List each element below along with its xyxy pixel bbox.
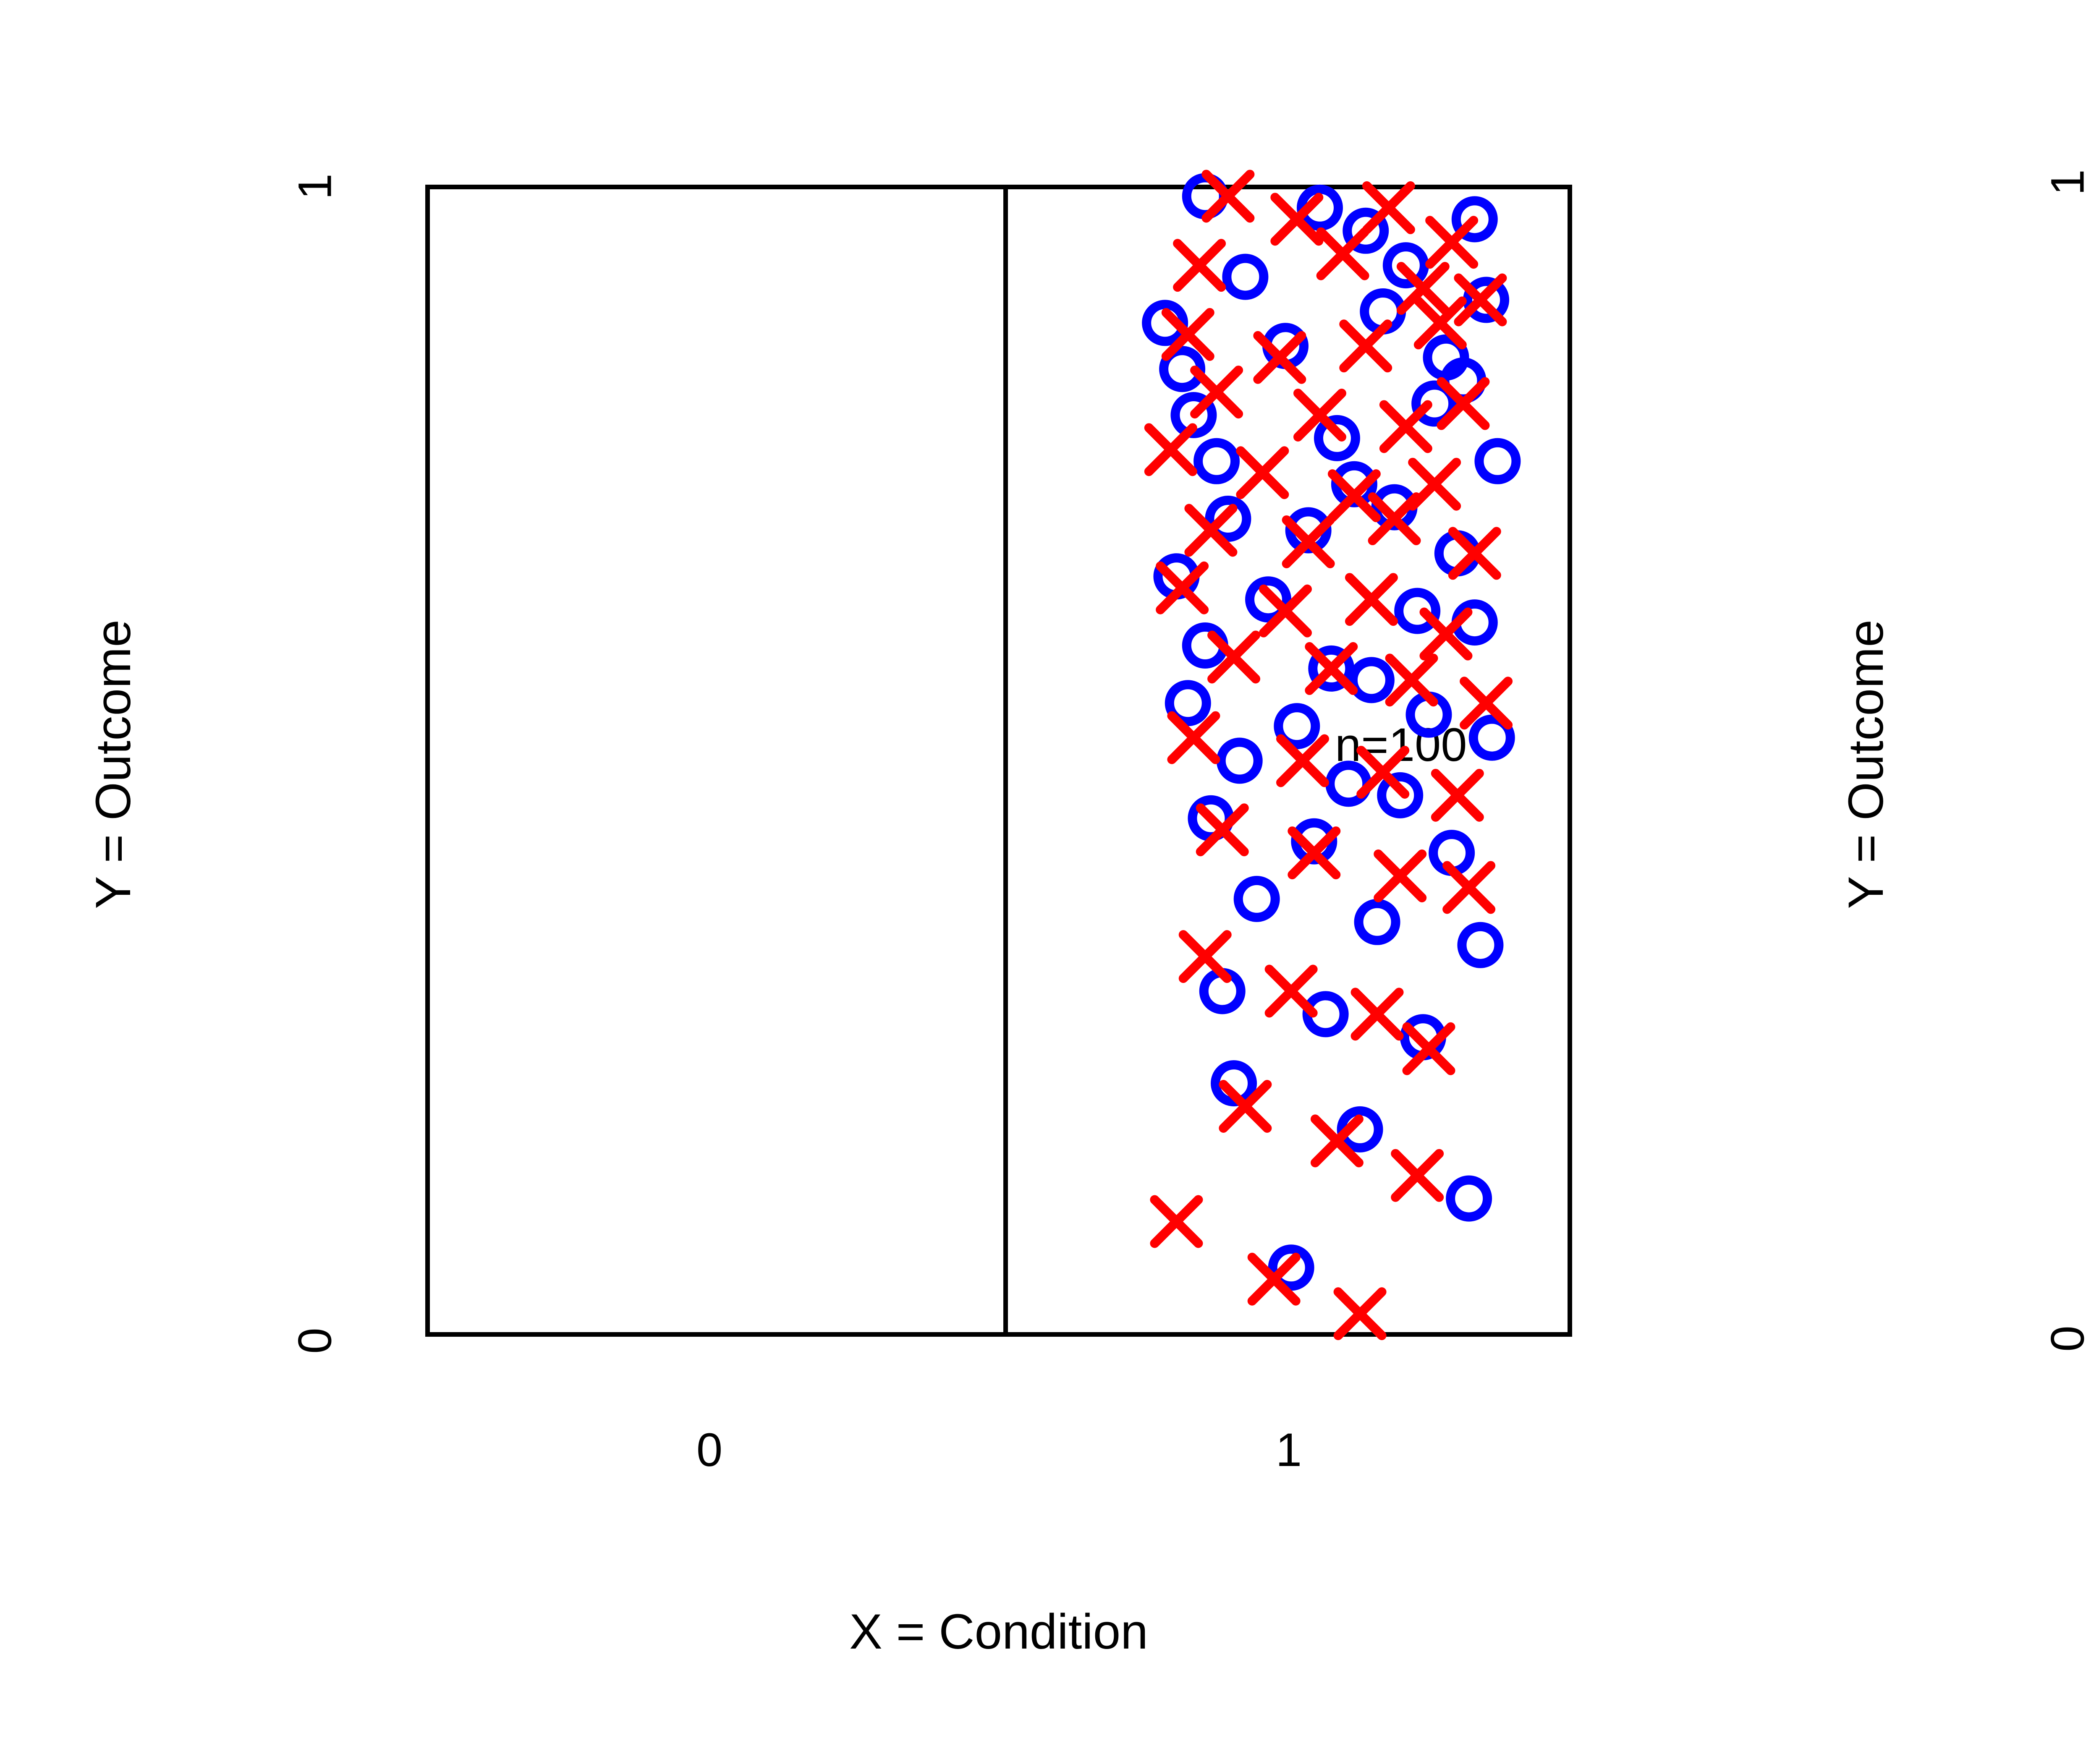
- panel-right-y-axis-label: Y = Outcome: [1838, 619, 1894, 909]
- panel-left-plot-box: [425, 185, 1572, 1337]
- panel-left-x-tick-0: 0: [696, 1424, 723, 1476]
- panel-right-y-tick-bottom: 0: [2041, 1325, 2094, 1352]
- panel-left-y-tick-top: 1: [288, 173, 341, 200]
- panel-left-x-tick-1: 1: [1275, 1424, 1302, 1476]
- panel-left-y-axis-label: Y = Outcome: [86, 619, 141, 909]
- panel-left-y-tick-bottom: 0: [288, 1328, 341, 1354]
- panel-left-category-divider: [1003, 185, 1008, 1337]
- panel-right-y-tick-top: 1: [2041, 169, 2094, 196]
- panel-left-x-axis-label: X = Condition: [849, 1604, 1148, 1659]
- panel-left-sample-size-label: n=100: [1335, 719, 1467, 771]
